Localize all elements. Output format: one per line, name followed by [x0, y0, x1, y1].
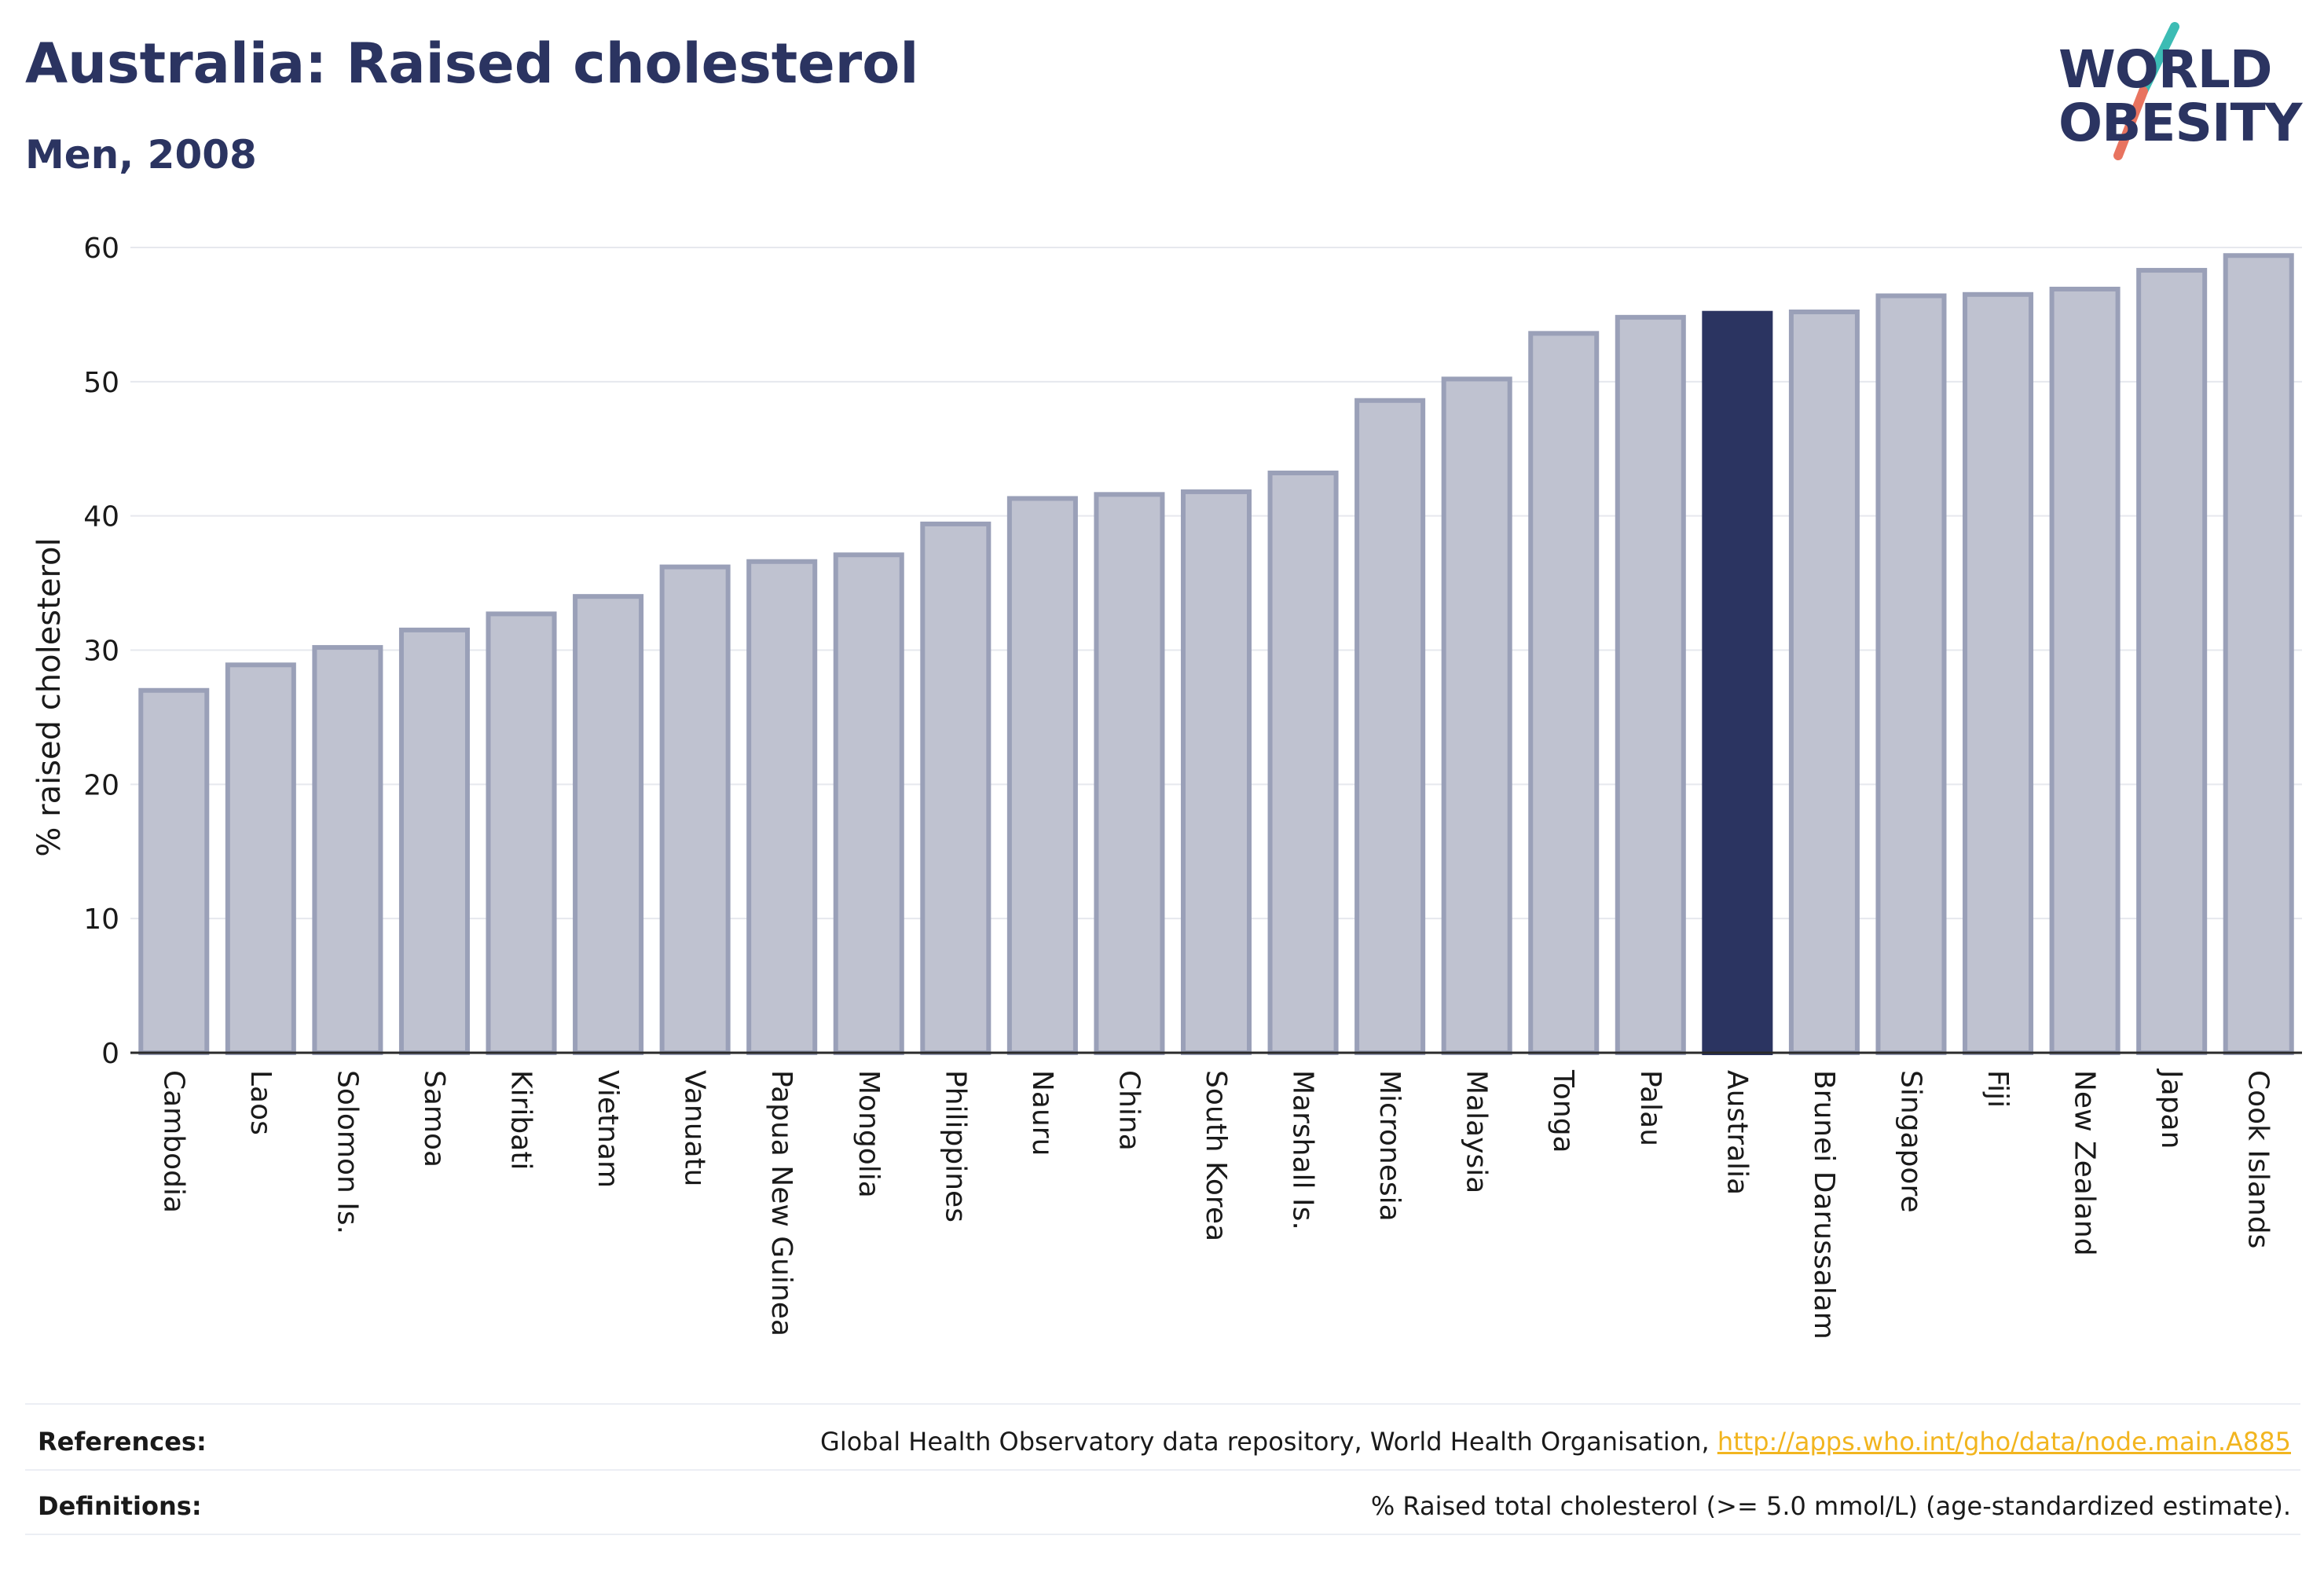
y-tick-label-4: 40	[83, 501, 119, 533]
y-tick-label-2: 20	[83, 769, 119, 801]
x-tick-label-6: Vanuatu	[679, 1070, 711, 1187]
footer-divider-top	[25, 1403, 2300, 1405]
x-tick-label-18: Australia	[1721, 1070, 1753, 1195]
x-tick-label-4: Kiribati	[505, 1070, 537, 1170]
bar-australia	[1702, 310, 1773, 1056]
bar-fiji	[1963, 291, 2034, 1055]
definitions-row: Definitions: % Raised total cholesterol …	[25, 1475, 2300, 1538]
x-tick-label-8: Mongolia	[852, 1070, 885, 1198]
bar-brunei-darussalam	[1788, 310, 1860, 1055]
footer-divider-bottom	[25, 1534, 2300, 1535]
bars	[138, 253, 2294, 1056]
x-tick-label-9: Philippines	[939, 1070, 971, 1222]
x-tick-label-21: Fiji	[1981, 1070, 2014, 1108]
footer-divider-middle	[25, 1469, 2300, 1471]
bar-philippines	[920, 521, 992, 1055]
x-tick-label-13: Marshall Is.	[1287, 1070, 1319, 1230]
bar-nauru	[1006, 496, 1078, 1056]
references-value: Global Health Observatory data repositor…	[820, 1427, 2300, 1457]
bar-solomon-is-	[312, 645, 383, 1055]
bar-micronesia	[1354, 398, 1426, 1055]
logo-word-world: WORLD	[2058, 39, 2273, 100]
bar-malaysia	[1441, 376, 1512, 1055]
definitions-value: % Raised total cholesterol (>= 5.0 mmol/…	[1370, 1491, 2291, 1521]
x-tick-label-7: Papua New Guinea	[765, 1070, 797, 1336]
bar-south-korea	[1180, 489, 1252, 1055]
y-tick-label-0: 0	[101, 1038, 119, 1070]
bar-cook-islands	[2223, 253, 2294, 1055]
chart-title: Australia: Raised cholesterol	[25, 31, 919, 96]
bar-chart: 0 10 20 30 40 50 60 Cambodia Laos Solomon Is. Samo…	[31, 233, 2302, 1340]
bar-singapore	[1875, 293, 1947, 1055]
x-tick-label-24: Cook Islands	[2242, 1070, 2275, 1248]
bar-papua-new-guinea	[746, 559, 818, 1055]
bar-marshall-is-	[1267, 471, 1339, 1055]
y-axis-title: % raised cholesterol	[31, 537, 68, 856]
x-tick-label-10: Nauru	[1026, 1070, 1058, 1156]
y-tick-label-5: 50	[83, 367, 119, 399]
references-label: References:	[38, 1427, 207, 1457]
bar-cambodia	[138, 687, 210, 1055]
x-tick-label-22: New Zealand	[2069, 1070, 2101, 1256]
y-tick-label-3: 30	[83, 636, 119, 668]
references-text: Global Health Observatory data repositor…	[820, 1427, 1717, 1457]
x-tick-label-12: South Korea	[1200, 1070, 1232, 1241]
definitions-label: Definitions:	[38, 1491, 202, 1521]
references-row: References: Global Health Observatory da…	[25, 1410, 2300, 1473]
bar-laos	[225, 662, 296, 1056]
x-tick-label-14: Micronesia	[1373, 1070, 1406, 1222]
x-tick-label-20: Singapore	[1894, 1070, 1926, 1213]
bar-new-zealand	[2049, 286, 2121, 1056]
world-obesity-logo: WORLD OBESITY	[2043, 22, 2302, 171]
x-tick-label-17: Palau	[1634, 1070, 1666, 1146]
x-tick-label-15: Malaysia	[1461, 1070, 1493, 1193]
bar-china	[1094, 492, 1165, 1056]
chart-subtitle: Men, 2008	[25, 132, 257, 178]
x-tick-label-3: Samoa	[418, 1070, 450, 1167]
y-tick-label-6: 60	[83, 233, 119, 265]
bar-palau	[1615, 314, 1686, 1056]
x-tick-label-0: Cambodia	[157, 1070, 189, 1213]
bar-mongolia	[833, 552, 904, 1056]
bar-kiribati	[486, 611, 557, 1055]
x-tick-label-5: Vietnam	[592, 1070, 624, 1188]
bar-japan	[2136, 268, 2208, 1055]
bar-vanuatu	[659, 564, 731, 1056]
x-tick-label-2: Solomon Is.	[331, 1070, 363, 1234]
x-tick-label-19: Brunei Darussalam	[1808, 1070, 1840, 1340]
bar-tonga	[1528, 331, 1600, 1056]
logo-word-obesity: OBESITY	[2058, 93, 2302, 153]
x-tick-label-23: Japan	[2155, 1068, 2187, 1149]
x-tick-label-11: China	[1113, 1070, 1145, 1151]
bar-samoa	[398, 627, 470, 1055]
axes: 0 10 20 30 40 50 60 Cambodia Laos Solomon Is. Samo…	[83, 233, 2302, 1340]
references-link[interactable]: http://apps.who.int/gho/data/node.main.A…	[1717, 1427, 2291, 1457]
x-tick-label-1: Laos	[244, 1070, 277, 1135]
logo-slash-icon	[2113, 22, 2179, 160]
x-tick-label-16: Tonga	[1547, 1069, 1579, 1153]
y-tick-label-1: 10	[83, 903, 119, 936]
bar-vietnam	[573, 594, 644, 1055]
